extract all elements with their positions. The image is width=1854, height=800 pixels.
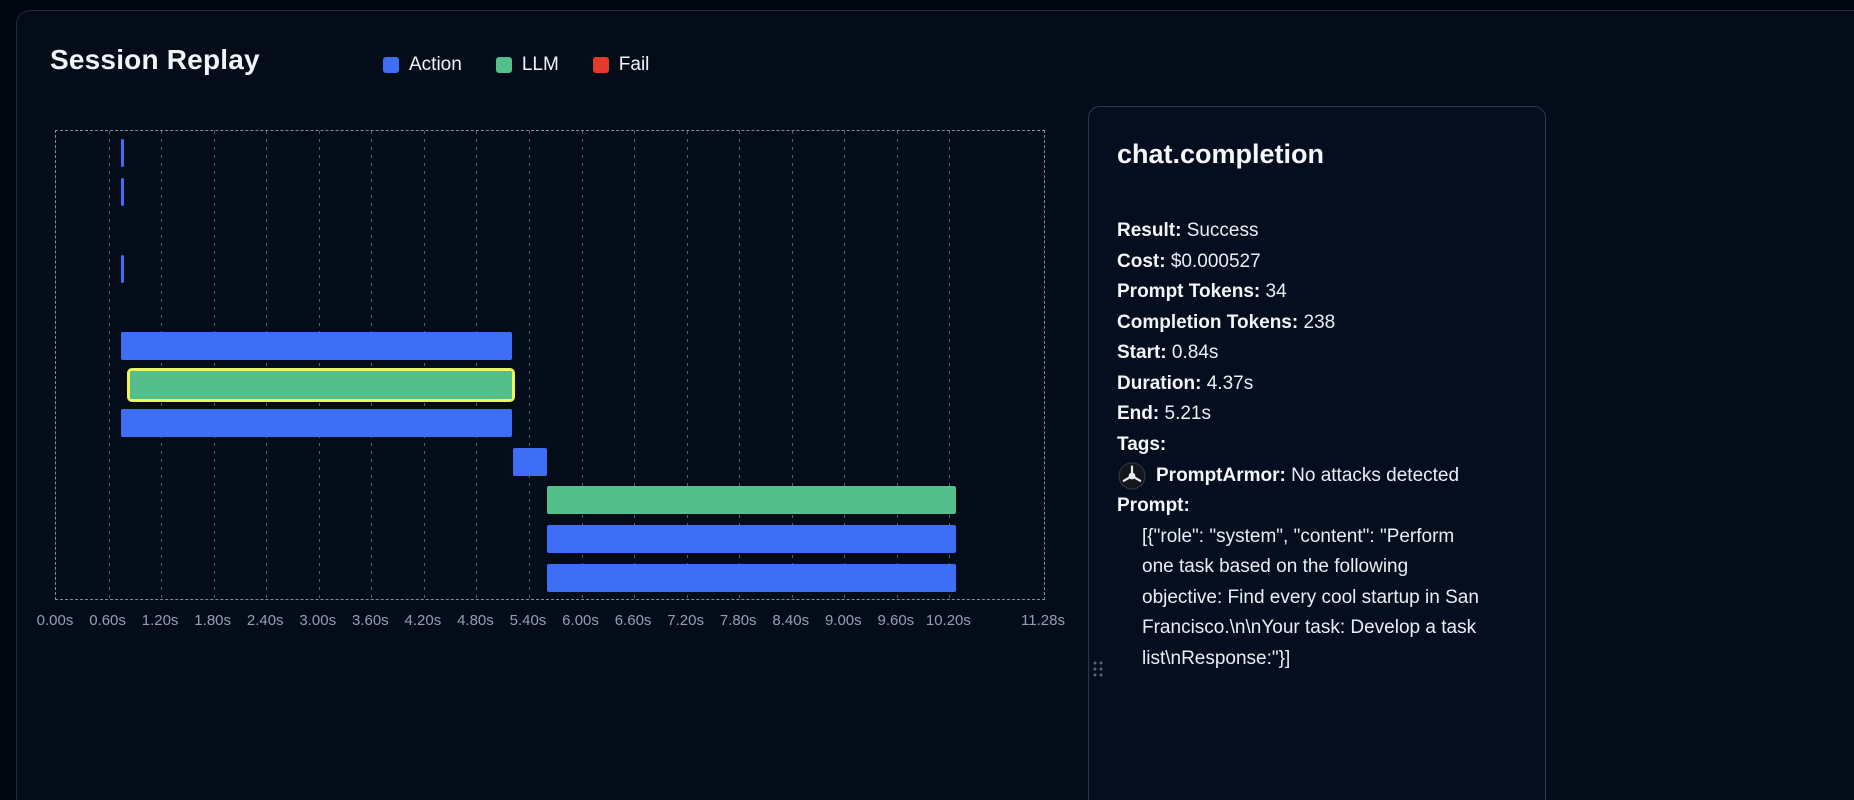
detail-field-completion-tokens: Completion Tokens: 238 <box>1117 311 1336 333</box>
detail-field-tags: Tags: <box>1117 433 1167 455</box>
timeline-bar-action[interactable] <box>120 409 513 438</box>
detail-field-end: End: 5.21s <box>1117 403 1211 424</box>
x-tick-label: 7.80s <box>719 612 757 629</box>
x-tick-label: 4.80s <box>457 612 494 629</box>
detail-field-result: Result: Success <box>1117 220 1259 241</box>
gridline <box>371 131 373 599</box>
x-tick-label: 11.28s <box>1021 612 1065 629</box>
event-detail-card: chat.completion Result: Success Cost: $0… <box>1088 106 1546 800</box>
gridline <box>634 131 636 599</box>
prompt-content: [{"role": "system", "content": "Perform … <box>1142 525 1479 669</box>
legend-label: Action <box>409 54 462 75</box>
detail-field-start: Start: 0.84s <box>1117 342 1219 363</box>
x-tick-label: 0.60s <box>89 612 126 629</box>
legend-swatch-llm <box>495 57 512 73</box>
event-title: chat.completion <box>1117 139 1325 169</box>
timeline-bar-action[interactable] <box>120 139 125 167</box>
x-axis: 0.00s 0.60s 1.20s 1.80s 2.40s 3.00s 3.60s 4.20s… <box>37 612 1065 634</box>
legend-item-fail[interactable]: Fail <box>592 54 650 76</box>
timeline-bar-action[interactable] <box>547 563 957 592</box>
x-tick-label: 7.20s <box>667 612 704 629</box>
gridline <box>739 131 741 599</box>
gridline <box>213 131 215 599</box>
x-tick-label: 8.40s <box>772 612 810 629</box>
timeline-plot <box>55 130 1045 600</box>
legend-item-action[interactable]: Action <box>383 54 462 76</box>
x-tick-label: 5.40s <box>509 612 547 629</box>
x-tick-label: 4.20s <box>404 612 442 629</box>
gridline <box>686 131 688 599</box>
gridline <box>161 131 163 599</box>
gridline <box>844 131 846 599</box>
session-replay-panel <box>16 10 1854 800</box>
gridline <box>896 131 898 599</box>
gridline <box>108 131 110 599</box>
timeline-bar-llm[interactable] <box>547 486 957 515</box>
x-tick-label: 6.00s <box>562 612 599 629</box>
timeline-bar-action[interactable] <box>513 447 548 476</box>
legend-swatch-action <box>383 57 399 73</box>
legend-item-llm[interactable]: LLM <box>495 54 559 76</box>
x-tick-label: 1.80s <box>194 612 232 629</box>
chart-legend: Action LLM Fail <box>383 54 649 76</box>
x-tick-label: 10.20s <box>925 612 971 629</box>
promptarmor-row: PromptArmor: No attacks detected <box>1117 460 1517 491</box>
x-tick-label: 6.60s <box>614 612 652 629</box>
gridline <box>266 131 268 599</box>
x-tick-label: 3.00s <box>299 612 337 629</box>
timeline-bar-llm-selected[interactable] <box>126 367 516 402</box>
gridline <box>791 131 793 599</box>
timeline-bar-action[interactable] <box>120 254 125 283</box>
gridline <box>949 131 951 599</box>
promptarmor-shield-icon <box>1117 461 1147 491</box>
timeline-bar-action[interactable] <box>120 332 513 360</box>
x-tick-label: 3.60s <box>351 612 389 629</box>
timeline-bar-action[interactable] <box>547 525 957 553</box>
detail-field-prompt-tokens: Prompt Tokens: 34 <box>1117 281 1287 302</box>
legend-label: LLM <box>521 54 559 75</box>
drag-handle-icon[interactable] <box>1092 660 1104 677</box>
gridline <box>581 131 583 599</box>
gridline <box>318 131 320 599</box>
gridline <box>528 131 530 599</box>
page-title: Session Replay <box>50 44 260 75</box>
detail-field-prompt: Prompt: <box>1117 495 1190 516</box>
x-tick-label: 9.60s <box>877 612 915 629</box>
x-tick-label: 2.40s <box>246 612 284 629</box>
x-tick-label: 0.00s <box>36 612 74 629</box>
detail-field-duration: Duration: 4.37s <box>1117 372 1254 394</box>
x-tick-label: 9.00s <box>824 612 862 629</box>
timeline-bar-action[interactable] <box>120 177 125 206</box>
x-tick-label: 1.20s <box>141 612 179 629</box>
legend-swatch-fail <box>592 57 609 73</box>
gridline <box>423 131 425 599</box>
gridline <box>476 131 478 599</box>
detail-field-cost: Cost: $0.000527 <box>1117 250 1261 272</box>
legend-label: Fail <box>618 54 650 75</box>
